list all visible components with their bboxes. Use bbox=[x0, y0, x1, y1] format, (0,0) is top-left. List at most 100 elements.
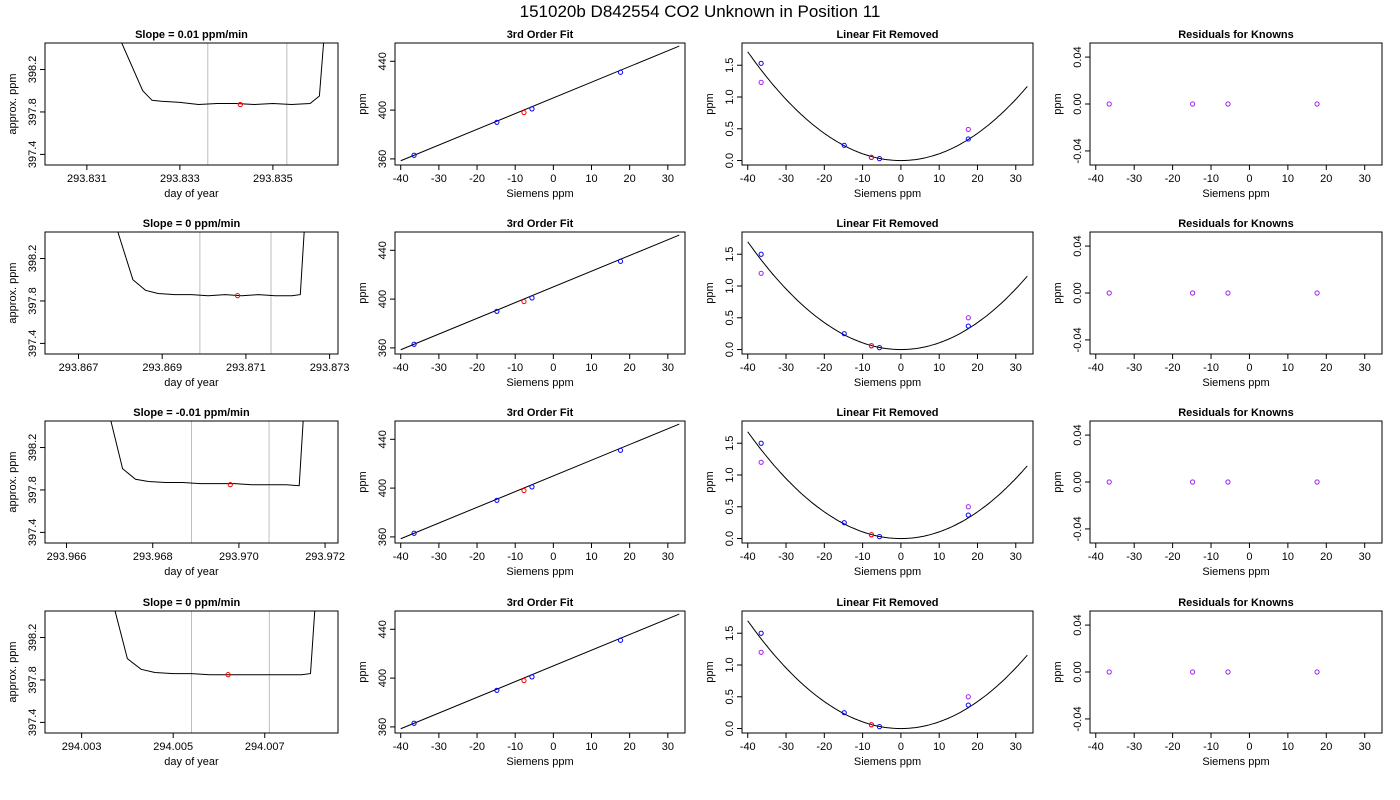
y-tick-label: 0.00 bbox=[1072, 93, 1084, 114]
y-tick-label: 397.4 bbox=[27, 330, 39, 358]
plot-area bbox=[1106, 101, 1320, 107]
x-tick-label: -20 bbox=[469, 362, 485, 374]
x-tick-label: -20 bbox=[1165, 741, 1181, 753]
residual-point bbox=[1225, 479, 1231, 485]
plot-frame bbox=[1089, 42, 1383, 166]
co2-trace-line bbox=[121, 43, 325, 106]
known-point bbox=[617, 637, 624, 643]
x-tick-label: -10 bbox=[855, 173, 871, 185]
y-tick-label: 0.00 bbox=[1072, 661, 1084, 682]
known-point bbox=[617, 447, 624, 453]
residual-point bbox=[1106, 101, 1112, 107]
x-tick-label: 20 bbox=[624, 173, 636, 185]
plot-frame bbox=[44, 610, 339, 734]
y-tick-label: 397.8 bbox=[27, 287, 39, 315]
x-tick-label: -20 bbox=[469, 551, 485, 563]
unknown-point bbox=[868, 532, 875, 538]
residual-point bbox=[1314, 290, 1320, 296]
y-tick-label: 1.0 bbox=[724, 657, 736, 672]
x-tick-label: 294.003 bbox=[62, 741, 102, 753]
x-tick-label: 30 bbox=[1010, 362, 1022, 374]
residual-point bbox=[1106, 669, 1112, 675]
x-tick-label: 0 bbox=[898, 551, 904, 563]
plot-area bbox=[1106, 479, 1320, 485]
plot-frame bbox=[394, 610, 686, 734]
known-point bbox=[758, 630, 764, 636]
known-point bbox=[494, 687, 500, 693]
x-tick-label: 0 bbox=[550, 362, 556, 374]
y-axis-label: approx. ppm bbox=[7, 451, 19, 512]
x-tick-label: 0 bbox=[898, 741, 904, 753]
x-tick-label: -40 bbox=[740, 741, 756, 753]
y-tick-label: 440 bbox=[377, 241, 389, 259]
panel-title: 3rd Order Fit bbox=[507, 29, 574, 41]
x-tick-label: -10 bbox=[507, 173, 523, 185]
x-tick-label: 293.968 bbox=[133, 551, 173, 563]
known-point bbox=[876, 156, 883, 162]
known-point bbox=[965, 702, 971, 708]
x-tick-label: 30 bbox=[662, 173, 674, 185]
x-tick-label: 20 bbox=[1320, 741, 1332, 753]
residual-point bbox=[965, 504, 971, 510]
x-tick-label: 293.835 bbox=[253, 173, 293, 185]
fit-line bbox=[400, 613, 680, 730]
y-tick-label: 360 bbox=[377, 339, 389, 357]
unknown-point bbox=[868, 154, 875, 160]
y-axis-label: ppm bbox=[357, 471, 369, 492]
y-tick-label: -0.04 bbox=[1072, 327, 1084, 352]
y-axis-label: ppm bbox=[357, 93, 369, 114]
plot-area bbox=[400, 45, 680, 162]
plot-area bbox=[1106, 669, 1320, 675]
y-tick-label: 398.2 bbox=[27, 245, 39, 273]
x-tick-label: 30 bbox=[1359, 741, 1371, 753]
panel-title: Slope = -0.01 ppm/min bbox=[133, 407, 250, 419]
y-tick-label: 0.0 bbox=[724, 153, 736, 168]
known-point bbox=[494, 308, 500, 314]
y-tick-label: 397.4 bbox=[27, 709, 39, 737]
plot-area bbox=[121, 43, 325, 165]
plot-frame bbox=[741, 610, 1034, 734]
known-point bbox=[494, 497, 500, 503]
x-axis-label: day of year bbox=[164, 377, 219, 389]
x-tick-label: 0 bbox=[898, 362, 904, 374]
panel-title: Slope = 0 ppm/min bbox=[143, 218, 241, 230]
x-tick-label: -20 bbox=[816, 551, 832, 563]
known-point bbox=[876, 724, 883, 730]
y-axis-label: ppm bbox=[357, 282, 369, 303]
fit-curve bbox=[747, 51, 1028, 162]
plot-frame bbox=[1089, 420, 1383, 544]
y-tick-label: 1.5 bbox=[724, 247, 736, 262]
panel-r1-c1: Slope = 0.01 ppm/min 293.831 293.833 293.83… bbox=[7, 29, 339, 200]
panel-r3-c3: Linear Fit Removed -40 -30 -20 -10 0 10 20 30 0.0… bbox=[704, 407, 1034, 578]
residual-point bbox=[1314, 479, 1320, 485]
plot-frame bbox=[1089, 610, 1383, 734]
y-axis-label: approx. ppm bbox=[7, 262, 19, 323]
plot-frame bbox=[741, 231, 1034, 355]
known-point bbox=[841, 142, 847, 148]
x-tick-label: 30 bbox=[1010, 741, 1022, 753]
panel-title: Residuals for Knowns bbox=[1178, 597, 1294, 609]
fit-curve bbox=[747, 620, 1028, 730]
x-tick-label: 20 bbox=[971, 362, 983, 374]
panel-r2-c2: 3rd Order Fit -40 -30 -20 -10 0 10 20 30 360 400 44… bbox=[357, 218, 686, 389]
panel-title: Residuals for Knowns bbox=[1178, 218, 1294, 230]
x-tick-label: -20 bbox=[816, 173, 832, 185]
known-point bbox=[758, 251, 764, 257]
plot-frame bbox=[741, 42, 1034, 166]
x-tick-label: 10 bbox=[585, 551, 597, 563]
x-tick-label: -20 bbox=[816, 362, 832, 374]
x-tick-label: -40 bbox=[740, 551, 756, 563]
fit-line bbox=[400, 234, 680, 351]
x-tick-label: 10 bbox=[585, 173, 597, 185]
x-tick-label: -10 bbox=[507, 741, 523, 753]
plot-area bbox=[110, 421, 304, 543]
residual-point bbox=[758, 649, 764, 655]
y-tick-label: -0.04 bbox=[1072, 706, 1084, 731]
x-tick-label: -10 bbox=[507, 362, 523, 374]
known-point bbox=[529, 674, 535, 680]
y-tick-label: 0.04 bbox=[1072, 46, 1084, 67]
x-tick-label: -30 bbox=[431, 741, 447, 753]
x-axis-label: Siemens ppm bbox=[1202, 188, 1269, 200]
y-tick-label: 360 bbox=[377, 150, 389, 168]
x-tick-label: 293.966 bbox=[47, 551, 87, 563]
